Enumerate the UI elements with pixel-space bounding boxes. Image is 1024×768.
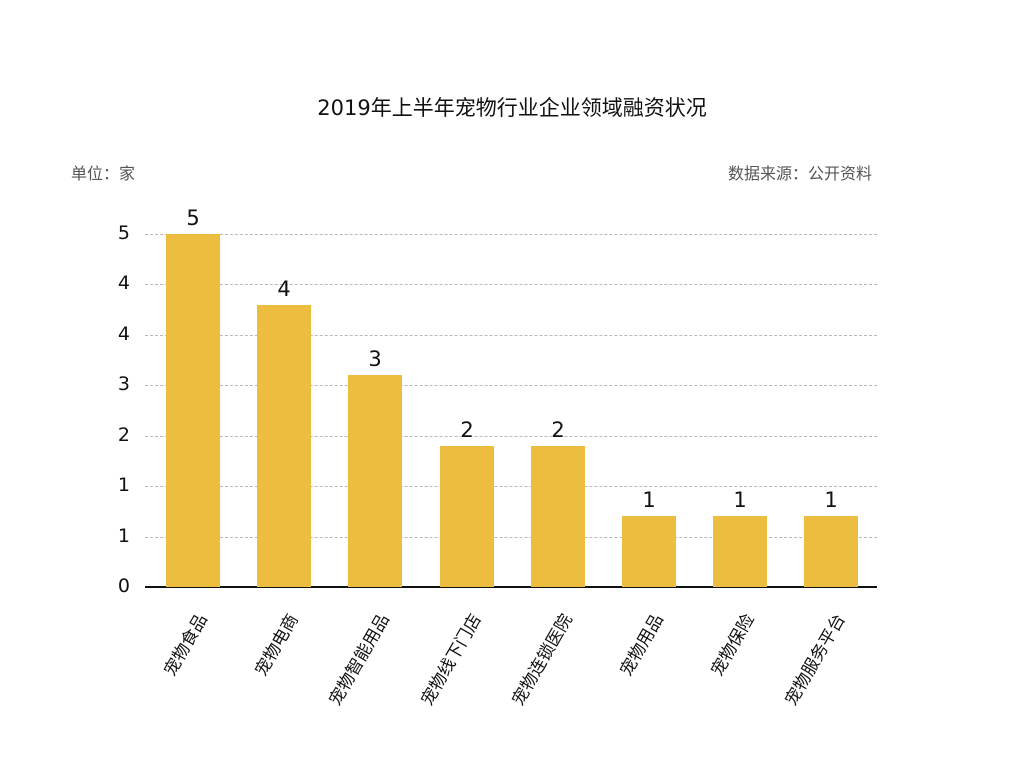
bar	[622, 516, 676, 587]
x-category-label: 宠物连锁医院	[508, 610, 577, 710]
x-category-label: 宠物电商	[251, 610, 303, 680]
bar-value-label: 2	[460, 418, 474, 442]
gridline	[145, 335, 877, 336]
source-label: 数据来源：公开资料	[727, 164, 872, 183]
x-axis-line	[145, 586, 877, 588]
bar	[348, 375, 402, 587]
bar-value-label: 5	[186, 206, 200, 230]
gridline	[145, 234, 877, 235]
y-tick-label: 0	[117, 575, 130, 597]
bar	[804, 516, 858, 587]
y-tick-label: 1	[117, 525, 130, 547]
gridline	[145, 486, 877, 487]
y-tick-label: 2	[117, 424, 130, 446]
bar	[257, 305, 311, 587]
chart-title: 2019年上半年宠物行业企业领域融资状况	[317, 96, 707, 120]
bar	[531, 446, 585, 587]
x-category-label: 宠物保险	[707, 610, 759, 680]
y-tick-label: 3	[117, 373, 130, 395]
x-category-label: 宠物用品	[616, 610, 668, 680]
bar-value-label: 2	[551, 418, 565, 442]
y-tick-label: 5	[117, 222, 130, 244]
x-category-label: 宠物食品	[160, 610, 212, 680]
x-category-label: 宠物线下门店	[417, 610, 486, 710]
bar	[166, 234, 220, 587]
gridline	[145, 537, 877, 538]
gridline	[145, 284, 877, 285]
bar-value-label: 1	[824, 488, 838, 512]
bar-value-label: 3	[368, 347, 382, 371]
bar-value-label: 1	[733, 488, 747, 512]
gridline	[145, 385, 877, 386]
bar-value-label: 4	[277, 277, 291, 301]
y-tick-label: 4	[117, 323, 130, 345]
bar	[713, 516, 767, 587]
x-category-label: 宠物智能用品	[325, 610, 394, 710]
bar	[440, 446, 494, 587]
unit-label: 单位：家	[71, 164, 136, 183]
x-category-label: 宠物服务平台	[781, 610, 850, 710]
y-tick-label: 1	[117, 474, 130, 496]
y-tick-label: 4	[117, 272, 130, 294]
gridline	[145, 436, 877, 437]
bar-value-label: 1	[642, 488, 656, 512]
